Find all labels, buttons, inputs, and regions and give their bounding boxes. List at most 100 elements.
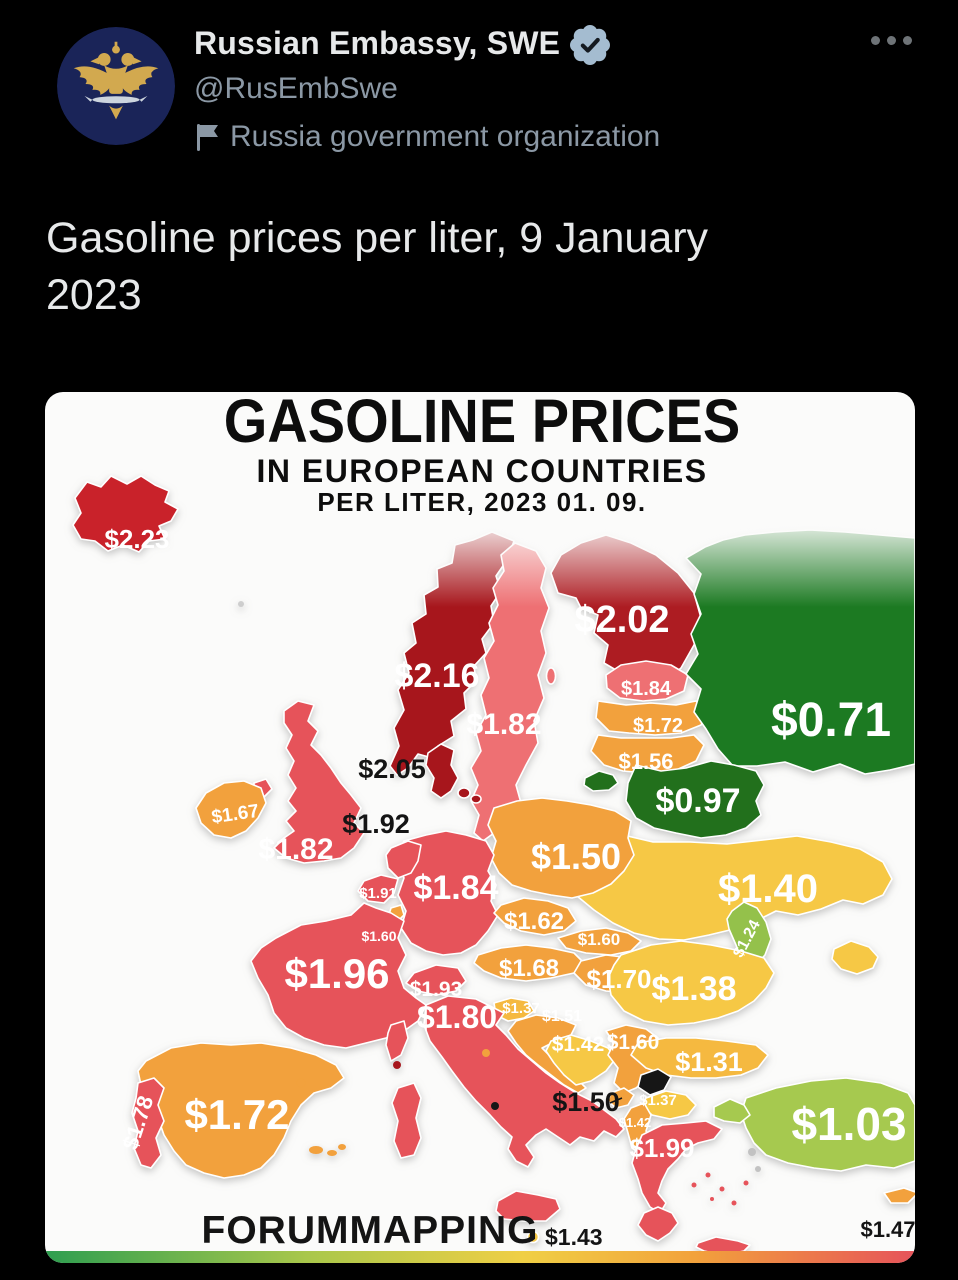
country-latvia xyxy=(595,700,709,736)
price-north-macedonia: $1.37 xyxy=(639,1092,677,1109)
country-netherlands xyxy=(385,840,422,879)
tweet-media-map[interactable]: GASOLINE PRICES IN EUROPEAN COUNTRIES PE… xyxy=(45,392,915,1263)
avatar[interactable] xyxy=(57,27,175,145)
country-belarus xyxy=(625,760,765,839)
country-greece xyxy=(631,1120,723,1214)
price-italy: $1.80 xyxy=(417,999,497,1035)
country-bulgaria xyxy=(630,1037,769,1079)
country-ireland xyxy=(195,780,267,839)
sea-labels: $2.05 $1.92 $1.50 $1.47 $1.43 xyxy=(342,754,915,1250)
island-corsica xyxy=(385,1020,409,1062)
price-latvia: $1.72 xyxy=(633,715,683,737)
double-headed-eagle-icon xyxy=(73,41,159,120)
price-croatia: $1.51 xyxy=(542,1008,582,1025)
more-dot xyxy=(903,36,912,45)
price-spain: $1.72 xyxy=(184,1091,289,1138)
country-sweden xyxy=(470,542,550,842)
country-slovakia xyxy=(557,927,642,956)
price-albania: $1.42 xyxy=(619,1115,652,1130)
country-bosnia xyxy=(545,1034,617,1086)
island-gotland xyxy=(545,667,557,685)
price-hungary: $1.70 xyxy=(586,964,651,994)
country-romania xyxy=(607,940,775,1026)
more-dot xyxy=(871,36,880,45)
country-belgium xyxy=(357,874,399,904)
price-russia: $0.71 xyxy=(771,694,891,747)
island-sicily xyxy=(495,1190,561,1222)
price-switzerland: $1.93 xyxy=(410,978,463,1001)
aegean-islands xyxy=(691,1172,749,1206)
more-button[interactable] xyxy=(865,30,918,51)
country-italy xyxy=(423,995,625,1168)
island-zealand xyxy=(457,787,471,799)
country-germany xyxy=(395,830,499,956)
price-serbia: $1.60 xyxy=(607,1031,660,1054)
price-netherlands: $1.92 xyxy=(342,809,410,839)
map-title: GASOLINE PRICES xyxy=(224,392,740,456)
andorra-dot xyxy=(296,1078,306,1088)
price-montenegro: $1.50 xyxy=(552,1087,620,1117)
country-turkey xyxy=(740,1077,915,1172)
map-date-line: PER LITER, 2023 01. 09. xyxy=(317,487,646,517)
montenegro-pointer-line xyxy=(609,1097,623,1104)
price-czech: $1.62 xyxy=(504,908,564,935)
balearic-islands xyxy=(309,1144,346,1156)
europe-map xyxy=(72,475,915,1256)
price-romania: $1.38 xyxy=(651,970,736,1008)
avatar-ribbon xyxy=(84,95,148,104)
price-denmark: $2.05 xyxy=(358,754,426,784)
price-iceland: $2.23 xyxy=(104,524,169,554)
monaco-dot xyxy=(393,1061,401,1069)
price-estonia: $1.84 xyxy=(621,678,672,700)
price-luxembourg: $1.60 xyxy=(361,928,396,944)
island-sardinia xyxy=(391,1082,422,1159)
author-handle[interactable]: @RusEmbSwe xyxy=(194,72,398,105)
san-marino-dot xyxy=(482,1049,490,1057)
price-belgium: $1.91 xyxy=(359,885,397,902)
country-denmark xyxy=(425,743,459,799)
price-sweden: $1.82 xyxy=(466,708,541,741)
region-kaliningrad xyxy=(583,770,619,792)
watermark: FORUMMAPPING xyxy=(202,1209,539,1252)
island-funen xyxy=(470,794,482,804)
price-austria: $1.68 xyxy=(499,955,559,982)
author-name[interactable]: Russian Embassy, SWE xyxy=(194,25,561,61)
country-poland xyxy=(487,797,635,899)
price-belarus: $0.97 xyxy=(655,782,740,820)
tweet-body-line1: Gasoline prices per liter, 9 January xyxy=(46,214,709,262)
country-united-kingdom xyxy=(273,700,365,864)
country-kosovo xyxy=(637,1068,672,1096)
price-lithuania: $1.56 xyxy=(618,749,673,774)
region-crimea xyxy=(831,940,879,975)
price-cyprus: $1.47 xyxy=(860,1217,915,1242)
country-lithuania xyxy=(590,734,705,774)
price-greece: $1.99 xyxy=(629,1133,694,1163)
price-finland: $2.02 xyxy=(574,599,669,641)
price-germany: $1.84 xyxy=(413,869,498,907)
title-fade-overlay xyxy=(195,432,915,607)
price-slovenia: $1.37 xyxy=(502,1000,540,1017)
vatican-dot xyxy=(491,1102,499,1110)
price-slovakia: $1.60 xyxy=(578,930,621,949)
price-malta: $1.43 xyxy=(545,1224,603,1250)
government-label[interactable]: Russia government organization xyxy=(194,120,660,154)
country-france xyxy=(250,902,427,1049)
country-switzerland xyxy=(405,964,467,996)
legend-gradient-bar xyxy=(45,1251,915,1263)
turkish-coast-islands xyxy=(748,1148,761,1172)
price-poland: $1.50 xyxy=(531,836,621,877)
region-east-thrace xyxy=(713,1098,751,1124)
country-cyprus xyxy=(883,1187,915,1204)
country-czech-republic xyxy=(493,897,577,936)
price-bosnia: $1.42 xyxy=(552,1033,605,1056)
price-france: $1.96 xyxy=(284,950,389,997)
country-estonia xyxy=(605,660,689,702)
country-portugal xyxy=(131,1077,165,1169)
country-malta xyxy=(526,1230,540,1244)
price-labels: $2.23 $2.16 $1.82 $2.02 $1.84 $1.72 $1.5… xyxy=(104,524,906,1163)
flag-icon xyxy=(197,124,218,151)
more-dot xyxy=(887,36,896,45)
region-peloponnese xyxy=(637,1206,679,1242)
map-subtitle: IN EUROPEAN COUNTRIES xyxy=(256,453,707,489)
